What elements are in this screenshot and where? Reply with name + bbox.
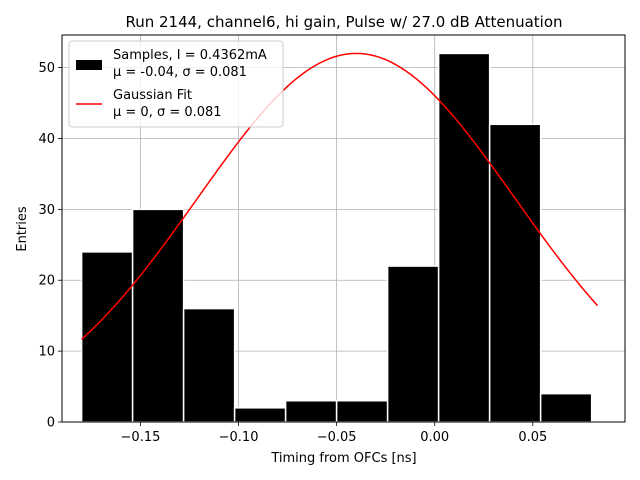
histogram-bar-2 [182,307,236,423]
histogram-bar-3 [233,407,287,423]
legend-swatch-samples [76,60,102,70]
histogram-bar-4 [284,399,338,423]
histogram-bar-0 [80,251,134,423]
histogram-bar-5 [335,399,389,423]
gaussian-fit [81,52,599,340]
x-tick-label-2: −0.05 [317,430,357,445]
legend: Samples, I = 0.4362mA μ = -0.04, σ = 0.0… [68,40,284,128]
y-axis-label: Entries [15,206,30,252]
histogram-bar-9 [539,392,593,423]
histogram-bar-7 [437,52,491,423]
x-tick-label-4: 0.05 [518,430,547,445]
x-tick-label-0: −0.15 [121,430,161,445]
legend-label-samples-params: μ = -0.04, σ = 0.081 [113,65,247,80]
y-tick-label-5: 50 [38,61,55,76]
axes-frame [61,34,626,423]
legend-box [68,40,284,128]
chart-title: Run 2144, channel6, hi gain, Pulse w/ 27… [125,13,562,31]
histogram-bar-8 [488,123,542,423]
y-tick-label-2: 20 [38,274,55,289]
plot-area: −0.15 −0.10 −0.05 0.00 0.05 0 10 20 30 40 50 [38,34,626,445]
legend-label-fit-params: μ = 0, σ = 0.081 [113,105,222,120]
y-tick-label-3: 30 [38,203,55,218]
x-axis-label: Timing from OFCs [ns] [270,451,416,466]
histogram-bar-6 [386,265,440,423]
y-tick-label-0: 0 [47,416,55,431]
x-tick-label-3: 0.00 [420,430,449,445]
legend-label-samples: Samples, I = 0.4362mA [113,48,267,63]
histogram-bar-1 [131,208,185,423]
y-tick-label-1: 10 [38,345,55,360]
gaussian-fit-line [81,52,599,340]
x-axis-ticks: −0.15 −0.10 −0.05 0.00 0.05 [121,422,547,445]
x-tick-label-1: −0.10 [219,430,259,445]
y-tick-label-4: 40 [38,132,55,147]
legend-label-fit: Gaussian Fit [113,88,192,103]
y-axis-ticks: 0 10 20 30 40 50 [38,61,62,431]
